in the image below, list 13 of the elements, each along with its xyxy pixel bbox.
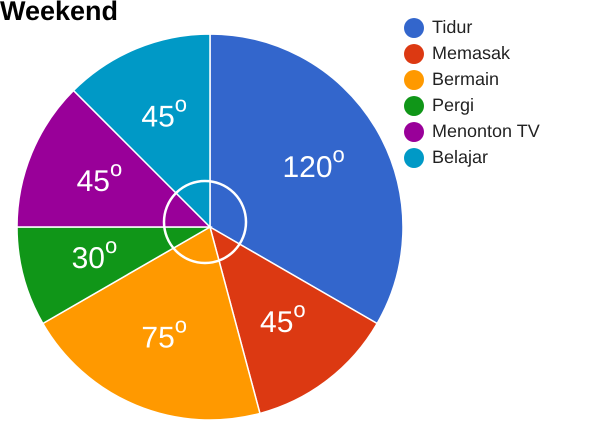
- legend-label: Pergi: [432, 95, 474, 115]
- data-label: 45$^{o}$: [76, 156, 122, 198]
- legend-label: Tidur: [432, 17, 472, 37]
- legend-label: Bermain: [432, 69, 500, 89]
- data-label: 45$^{o}$: [141, 91, 188, 133]
- legend-label: Menonton TV: [432, 121, 540, 141]
- data-label: 75$^{o}$: [141, 312, 188, 354]
- legend-label: Memasak: [432, 43, 510, 63]
- data-label: 45$^{o}$: [260, 296, 306, 338]
- chart-title: Weekend: [0, 0, 118, 27]
- data-label: 120$^{o}$: [282, 142, 345, 184]
- legend-label: Belajar: [432, 147, 488, 167]
- data-label: 30$^{o}$: [72, 232, 118, 274]
